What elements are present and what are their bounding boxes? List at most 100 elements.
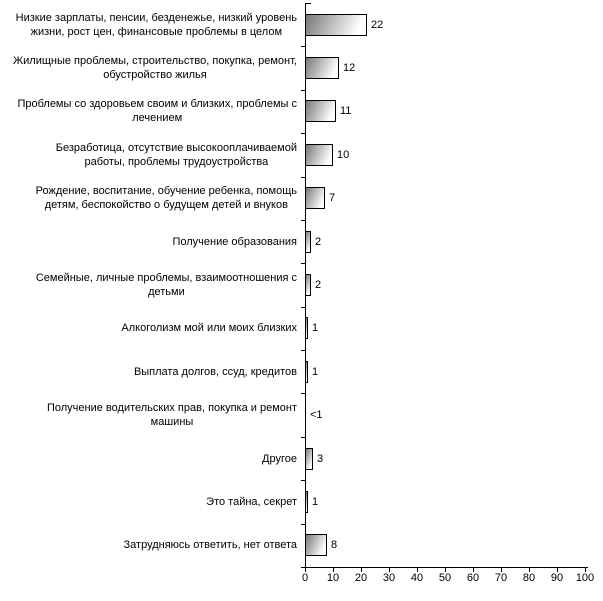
category-tick xyxy=(301,46,305,48)
value-label: 12 xyxy=(343,62,356,75)
bar-row: Получение образования 2 xyxy=(0,220,603,263)
value-label: 2 xyxy=(315,235,322,248)
bar xyxy=(305,187,325,210)
category-axis-top-tick xyxy=(305,3,311,4)
category-tick xyxy=(301,263,305,265)
value-axis-tick-label: 10 xyxy=(326,572,340,584)
category-label-text: Получение образования xyxy=(172,235,297,248)
category-label-text: Семейные, личные проблемы, взаимоотношен… xyxy=(35,271,297,298)
value-axis-tick xyxy=(557,568,558,572)
bar-row: Другое 3 xyxy=(0,437,603,480)
bar-row: Жилищные проблемы, строительство, покупк… xyxy=(0,46,603,89)
category-label: Жилищные проблемы, строительство, покупк… xyxy=(0,46,301,89)
category-label: Выплата долгов, ссуд, кредитов xyxy=(0,350,301,393)
value-axis-line xyxy=(305,567,588,568)
category-label-text: Безработица, отсутствие высокооплачиваем… xyxy=(55,141,297,168)
value-axis-tick-label: 80 xyxy=(522,572,536,584)
value-axis-tick xyxy=(333,568,334,572)
category-tick xyxy=(301,393,305,395)
category-label-text: Это тайна, секрет xyxy=(206,495,297,508)
value-axis-tick xyxy=(445,568,446,572)
category-tick xyxy=(301,350,305,352)
value-axis-tick-label: 30 xyxy=(382,572,396,584)
category-label-text: Затрудняюсь ответить, нет ответа xyxy=(123,539,297,552)
bar-row: Проблемы со здоровьем своим и близких, п… xyxy=(0,90,603,133)
category-tick xyxy=(301,219,305,221)
value-label: 22 xyxy=(371,18,384,31)
bar-row: Низкие зарплаты, пенсии, безденежье, низ… xyxy=(0,3,603,46)
category-tick xyxy=(301,523,305,525)
value-label: 1 xyxy=(312,365,319,378)
value-axis-tick-label: 100 xyxy=(575,572,595,584)
category-label: Получение водительских прав, покупка и р… xyxy=(0,393,301,436)
value-axis-tick-label: 90 xyxy=(550,572,564,584)
value-axis-tick-label: 50 xyxy=(438,572,452,584)
category-tick xyxy=(301,89,305,91)
bar xyxy=(305,230,311,253)
category-tick xyxy=(301,480,305,482)
category-tick xyxy=(301,436,305,438)
category-label: Проблемы со здоровьем своим и близких, п… xyxy=(0,90,301,133)
category-tick xyxy=(301,176,305,178)
category-tick xyxy=(301,306,305,308)
value-label: 8 xyxy=(331,539,338,552)
value-axis-tick xyxy=(501,568,502,572)
bar xyxy=(305,360,308,383)
value-axis-tick xyxy=(417,568,418,572)
bar xyxy=(305,317,308,340)
category-label: Безработица, отсутствие высокооплачиваем… xyxy=(0,133,301,176)
bar xyxy=(305,490,308,513)
category-label: Рождение, воспитание, обучение ребенка, … xyxy=(0,177,301,220)
value-label: 7 xyxy=(329,192,336,205)
value-label: 1 xyxy=(312,495,319,508)
category-label-text: Выплата долгов, ссуд, кредитов xyxy=(133,365,297,378)
category-label: Низкие зарплаты, пенсии, безденежье, низ… xyxy=(0,3,301,46)
value-axis-tick-label: 60 xyxy=(466,572,480,584)
value-axis-tick xyxy=(529,568,530,572)
bar xyxy=(305,143,333,166)
value-axis-tick xyxy=(473,568,474,572)
bar-row: Затрудняюсь ответить, нет ответа 8 xyxy=(0,524,603,567)
category-label-text: Другое xyxy=(262,452,297,465)
category-label-text: Получение водительских прав, покупка и р… xyxy=(46,402,297,429)
bar-row: Алкоголизм мой или моих близких 1 xyxy=(0,307,603,350)
value-axis-tick-label: 40 xyxy=(410,572,424,584)
value-axis-tick xyxy=(389,568,390,572)
bar xyxy=(305,13,367,36)
value-label: 1 xyxy=(312,322,319,335)
bar-row: Выплата долгов, ссуд, кредитов 1 xyxy=(0,350,603,393)
category-label: Семейные, личные проблемы, взаимоотношен… xyxy=(0,263,301,306)
value-label: 3 xyxy=(317,452,324,465)
bar xyxy=(305,534,327,557)
bar xyxy=(305,100,336,123)
value-axis-tick xyxy=(305,568,306,572)
category-label: Получение образования xyxy=(0,220,301,263)
bar-row: Получение водительских прав, покупка и р… xyxy=(0,393,603,436)
bar-row: Безработица, отсутствие высокооплачиваем… xyxy=(0,133,603,176)
value-axis-tick-label: 70 xyxy=(494,572,508,584)
category-tick xyxy=(301,567,305,568)
category-label-text: Рождение, воспитание, обучение ребенка, … xyxy=(35,185,297,212)
value-axis-tick xyxy=(361,568,362,572)
bar-row: Это тайна, секрет 1 xyxy=(0,480,603,523)
value-axis-tick-label: 20 xyxy=(354,572,368,584)
value-axis-tick xyxy=(585,568,586,572)
bar xyxy=(305,447,313,470)
category-label-text: Низкие зарплаты, пенсии, безденежье, низ… xyxy=(15,11,297,38)
value-label: <1 xyxy=(310,409,323,422)
category-tick xyxy=(301,133,305,135)
category-label-text: Жилищные проблемы, строительство, покупк… xyxy=(12,55,297,82)
value-axis-tick-label: 0 xyxy=(301,572,309,584)
category-label-text: Алкоголизм мой или моих близких xyxy=(121,322,297,335)
bar xyxy=(305,273,311,296)
bar-row: Семейные, личные проблемы, взаимоотношен… xyxy=(0,263,603,306)
value-label: 2 xyxy=(315,278,322,291)
value-label: 10 xyxy=(337,148,350,161)
category-label: Алкоголизм мой или моих близких xyxy=(0,307,301,350)
bar-row: Рождение, воспитание, обучение ребенка, … xyxy=(0,177,603,220)
category-label: Затрудняюсь ответить, нет ответа xyxy=(0,524,301,567)
bar xyxy=(305,57,339,80)
category-label: Другое xyxy=(0,437,301,480)
category-label: Это тайна, секрет xyxy=(0,480,301,523)
